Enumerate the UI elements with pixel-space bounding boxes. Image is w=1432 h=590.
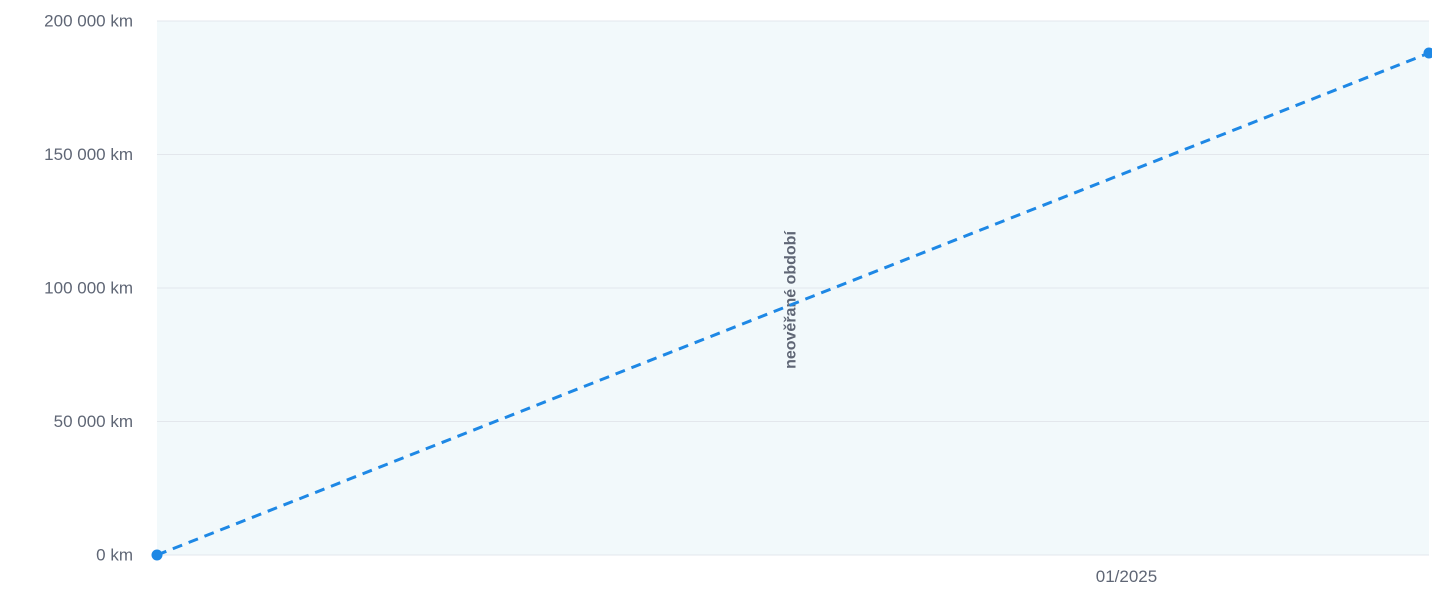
- y-tick-label: 0 km: [96, 546, 133, 565]
- data-point: [151, 549, 163, 561]
- y-axis: 0 km 50 000 km 100 000 km 150 000 km 200 000…: [44, 12, 133, 565]
- unverified-period-label: neověřané období: [783, 231, 800, 369]
- series-layer: [156, 51, 1430, 557]
- y-tick-label: 200 000 km: [44, 12, 133, 31]
- y-tick-label: 100 000 km: [44, 279, 133, 298]
- y-tick-label: 50 000 km: [54, 412, 133, 431]
- band-label-layer: neověřané období: [783, 231, 800, 369]
- y-tick-label: 150 000 km: [44, 145, 133, 164]
- grid-layer: [157, 20, 1429, 556]
- mileage-line: [156, 51, 1430, 557]
- x-tick-label: 01/2025: [1096, 567, 1157, 586]
- data-point: [1423, 47, 1432, 59]
- x-axis: 01/2025: [1096, 567, 1157, 586]
- point-layer: [151, 47, 1432, 561]
